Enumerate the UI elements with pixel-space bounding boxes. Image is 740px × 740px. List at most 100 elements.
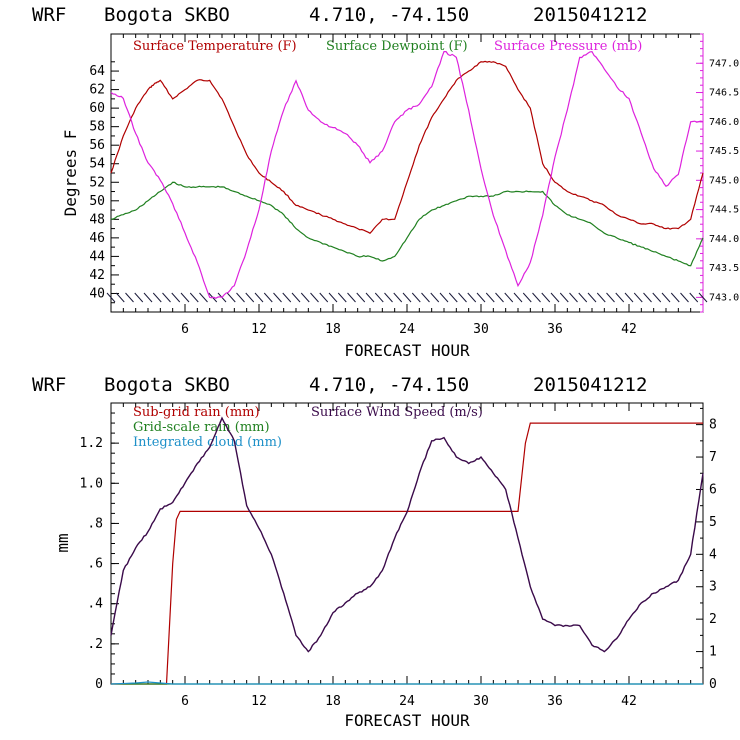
wind-barb <box>356 292 366 303</box>
top-y-tick-label: 42 <box>89 268 105 283</box>
bottom-series-lines <box>110 416 704 685</box>
wind-barb <box>319 292 329 303</box>
bottom-y2-tick-label: 2 <box>709 612 717 627</box>
legend-surface-temperature: Surface Temperature (F) <box>133 39 297 54</box>
bottom-y2-tick-label: 6 <box>709 482 717 497</box>
series-surface-temperature <box>110 60 704 234</box>
wind-barb <box>411 292 421 303</box>
series-sub-grid-rain <box>111 422 703 685</box>
wind-barb <box>652 292 662 303</box>
top-y2-tick-label: 745.0 <box>709 175 739 186</box>
bottom-y2-tick-label: 4 <box>709 547 717 562</box>
top-y2-tick-label: 744.5 <box>709 205 739 216</box>
wind-barb <box>180 292 190 303</box>
wind-barb <box>550 292 560 303</box>
wind-barb <box>310 292 319 303</box>
bottom-chart-header: WRF Bogota SKBO 4.710, -74.150 201504121… <box>32 374 647 396</box>
wind-barb <box>522 292 532 303</box>
bottom-y2-tick-label: 0 <box>709 677 717 692</box>
wind-barb <box>328 292 338 303</box>
wind-barb <box>569 292 578 303</box>
top-y2-tick-label: 746.0 <box>709 117 739 128</box>
top-header-coords: 4.710, -74.150 <box>309 4 469 26</box>
wind-barb <box>633 292 643 303</box>
top-header-run: 2015041212 <box>533 4 647 26</box>
top-y-tick-label: 56 <box>89 138 105 153</box>
series-surface-dewpoint <box>110 181 704 267</box>
bottom-y-tick-label: .8 <box>87 516 103 531</box>
top-y-tick-label: 46 <box>89 231 105 246</box>
wind-barb <box>698 292 708 303</box>
bottom-header-model: WRF <box>32 374 66 396</box>
top-y-tick-label: 54 <box>89 157 105 172</box>
bottom-header-station: Bogota SKBO <box>104 374 230 396</box>
top-y-tick-label: 44 <box>89 249 105 264</box>
wind-barb <box>513 292 523 303</box>
wind-barb <box>476 292 486 303</box>
bottom-y-tick-label: .2 <box>87 637 103 652</box>
wind-barb <box>171 292 181 303</box>
wind-barb <box>115 292 125 303</box>
bottom-y2-tick-label: 5 <box>709 515 717 530</box>
top-y-tick-label: 48 <box>89 212 105 227</box>
top-y-tick-label: 62 <box>89 83 105 98</box>
top-y-tick-label: 58 <box>89 120 105 135</box>
bottom-y-tick-label: 0 <box>95 677 103 692</box>
wind-barb <box>337 292 347 303</box>
bottom-x-tick-label: 36 <box>547 694 563 709</box>
bottom-x-tick-label: 6 <box>181 694 189 709</box>
legend-surface-pressure: Surface Pressure (mb) <box>494 39 642 54</box>
bottom-y2-tick-label: 7 <box>709 450 717 465</box>
top-axis-ticks: 6 12 18 24 30 36 42 40 42 44 46 48 50 52 54 56 58 60 62 64 7… <box>89 33 739 337</box>
wind-barb <box>393 292 403 303</box>
wind-barb <box>615 292 625 303</box>
wind-barb <box>458 292 467 303</box>
top-x-tick-label: 36 <box>547 322 563 337</box>
wind-barb <box>606 292 615 303</box>
wind-barb <box>587 292 597 303</box>
top-y2-tick-label: 747.0 <box>709 58 739 69</box>
wind-barb <box>347 292 356 303</box>
wind-barb <box>263 292 273 303</box>
top-x-tick-label: 42 <box>621 322 637 337</box>
wind-barb <box>541 292 551 303</box>
wind-barb <box>254 292 264 303</box>
bottom-y-tick-label: 1.0 <box>80 476 103 491</box>
legend-integrated-cloud: Integrated cloud (mm) <box>133 435 282 450</box>
wind-barb <box>134 292 144 303</box>
bottom-y-tick-label: 1.2 <box>80 436 103 451</box>
wind-barb <box>152 292 162 303</box>
legend-surface-wind-speed: Surface Wind Speed (m/s) <box>311 405 483 420</box>
wind-barb <box>106 292 116 303</box>
wind-barb <box>596 292 606 303</box>
wind-barb <box>143 292 153 303</box>
top-header-station: Bogota SKBO <box>104 4 230 26</box>
top-y2-tick-label: 743.0 <box>709 292 739 303</box>
top-x-tick-label: 12 <box>251 322 267 337</box>
wind-barb <box>430 292 440 303</box>
wind-barb <box>578 292 588 303</box>
series-surface-wind-speed <box>110 416 704 653</box>
top-x-axis-label: FORECAST HOUR <box>344 341 470 360</box>
top-x-tick-label: 24 <box>399 322 415 337</box>
top-y-tick-label: 60 <box>89 101 105 116</box>
wind-barb <box>374 292 384 303</box>
top-x-tick-label: 18 <box>325 322 341 337</box>
wind-barb <box>226 292 236 303</box>
series-integrated-cloud <box>110 681 703 685</box>
top-legend: Surface Temperature (F) Surface Dewpoint… <box>133 39 642 54</box>
bottom-legend: Sub-grid rain (mm) Grid-scale rain (mm) … <box>133 405 483 450</box>
wind-barb <box>402 292 412 303</box>
wind-barb <box>495 292 504 303</box>
bottom-y2-tick-label: 8 <box>709 418 717 433</box>
wind-barb <box>624 292 634 303</box>
wind-barb <box>439 292 449 303</box>
bottom-y2-tick-label: 1 <box>709 645 717 660</box>
wind-barb <box>125 292 134 303</box>
wind-barb <box>189 292 199 303</box>
bottom-x-tick-label: 30 <box>473 694 489 709</box>
bottom-x-tick-label: 12 <box>251 694 267 709</box>
wind-barb <box>532 292 541 303</box>
